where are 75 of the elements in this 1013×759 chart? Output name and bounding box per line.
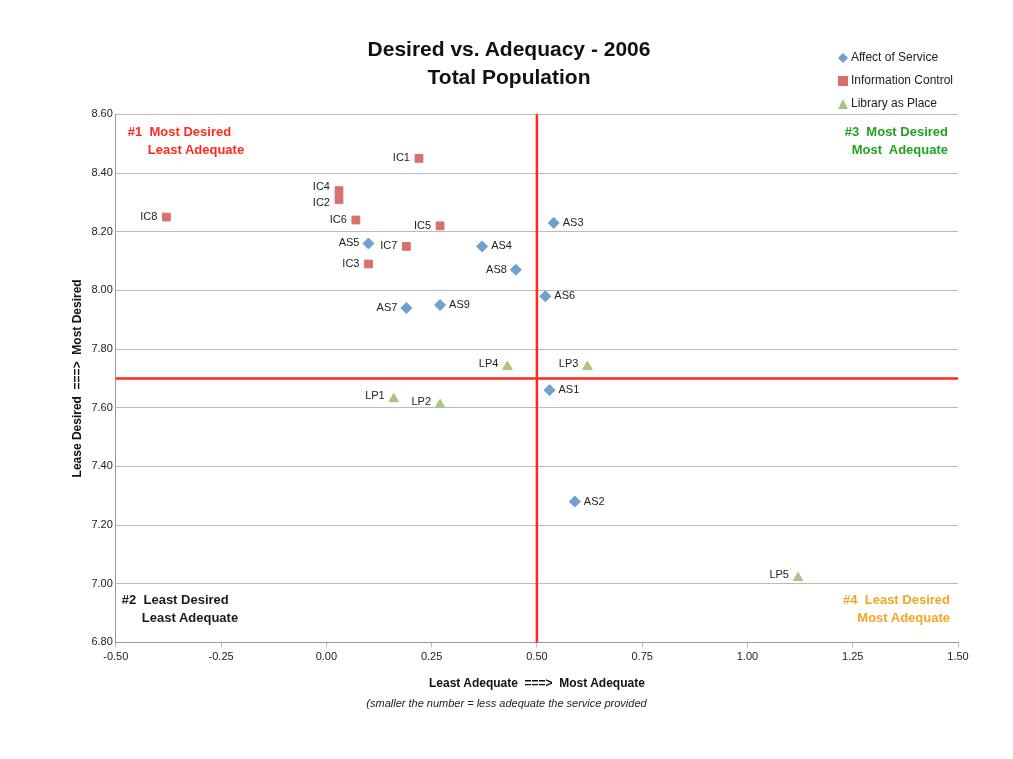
x-tick-label: 0.75 bbox=[631, 650, 653, 663]
point bbox=[568, 495, 581, 508]
annotation: #4 Least Desired Most Adequate bbox=[843, 592, 951, 626]
data-label: AS3 bbox=[562, 215, 584, 228]
point bbox=[388, 392, 399, 403]
data-label: LP3 bbox=[558, 356, 579, 369]
data-label: AS4 bbox=[491, 239, 512, 252]
x-tick-label: 0.50 bbox=[526, 650, 548, 663]
point bbox=[364, 259, 373, 269]
data-label: LP4 bbox=[478, 356, 499, 369]
point bbox=[476, 240, 489, 253]
x-tick-label: -0.50 bbox=[103, 650, 129, 663]
y-tick-label: 7.60 bbox=[91, 400, 113, 413]
y-tick-label: 8.00 bbox=[91, 283, 113, 296]
data-label: AS6 bbox=[554, 289, 576, 302]
data-label: IC4 bbox=[312, 179, 330, 192]
point bbox=[539, 290, 552, 303]
point bbox=[400, 302, 413, 314]
data-label: AS7 bbox=[376, 301, 398, 314]
y-tick-label: 7.40 bbox=[91, 459, 113, 472]
data-label: IC5 bbox=[413, 218, 432, 231]
chart-subtitle: Total Population bbox=[427, 64, 591, 88]
data-label: IC3 bbox=[342, 257, 360, 270]
y-tick-label: 8.40 bbox=[91, 166, 113, 179]
data-label: IC7 bbox=[380, 239, 398, 252]
point bbox=[161, 212, 171, 222]
point bbox=[543, 384, 556, 397]
y-tick-label: 8.20 bbox=[91, 224, 113, 237]
legend-label: Library as Place bbox=[850, 95, 937, 112]
y-tick-label: 6.80 bbox=[91, 635, 113, 648]
y-tick-label: 7.20 bbox=[91, 518, 113, 531]
x-axis-title: Least Adequate ===> Most Adequate bbox=[428, 676, 646, 691]
point bbox=[434, 299, 447, 312]
legend-label: Information Control bbox=[850, 72, 953, 89]
x-tick-label: 1.50 bbox=[947, 650, 969, 663]
text: (smaller the number = less adequate the service provided bbox=[365, 697, 648, 709]
x-tick-label: 0.00 bbox=[315, 650, 338, 663]
data-label: LP5 bbox=[769, 567, 789, 580]
point bbox=[502, 360, 513, 370]
y-tick-label: 8.60 bbox=[91, 107, 113, 120]
data-label: IC8 bbox=[140, 210, 158, 223]
data-label: LP2 bbox=[411, 394, 432, 407]
point bbox=[401, 242, 411, 251]
data-label: LP1 bbox=[365, 388, 385, 401]
data-label: AS9 bbox=[449, 298, 470, 311]
x-tick-label: 0.25 bbox=[420, 650, 443, 663]
data-label: IC1 bbox=[392, 151, 410, 164]
point bbox=[362, 237, 375, 250]
x-tick-label: -0.25 bbox=[208, 650, 234, 663]
legend-label: Affect of Service bbox=[850, 49, 939, 66]
point bbox=[334, 186, 344, 196]
annotation: #1 Most Desired Least Adequate bbox=[127, 124, 245, 158]
data-label: AS8 bbox=[486, 262, 507, 275]
point bbox=[435, 221, 445, 231]
point bbox=[414, 154, 424, 163]
point bbox=[434, 398, 446, 409]
y-tick-label: 7.80 bbox=[91, 342, 113, 355]
chart-title: Desired vs. Adequacy - 2006 bbox=[367, 37, 651, 61]
x-tick-label: 1.00 bbox=[736, 650, 759, 663]
point bbox=[792, 571, 804, 582]
data-label: IC2 bbox=[312, 196, 330, 209]
y-tick-label: 7.00 bbox=[91, 576, 113, 589]
data-label: AS5 bbox=[338, 236, 360, 249]
point bbox=[351, 215, 361, 225]
y-axis-title: Lease Desired ===> Most Desired bbox=[69, 279, 84, 478]
data-label: IC6 bbox=[329, 213, 347, 226]
annotation: #2 Least Desired Least Adequate bbox=[121, 592, 239, 626]
data-label: AS1 bbox=[558, 383, 580, 396]
point bbox=[509, 263, 522, 276]
x-tick-label: 1.25 bbox=[842, 650, 864, 663]
annotation: #3 Most Desired Most Adequate bbox=[844, 124, 949, 158]
data-label: AS2 bbox=[583, 494, 605, 507]
point bbox=[547, 216, 560, 229]
point bbox=[582, 360, 593, 370]
point bbox=[334, 195, 344, 204]
